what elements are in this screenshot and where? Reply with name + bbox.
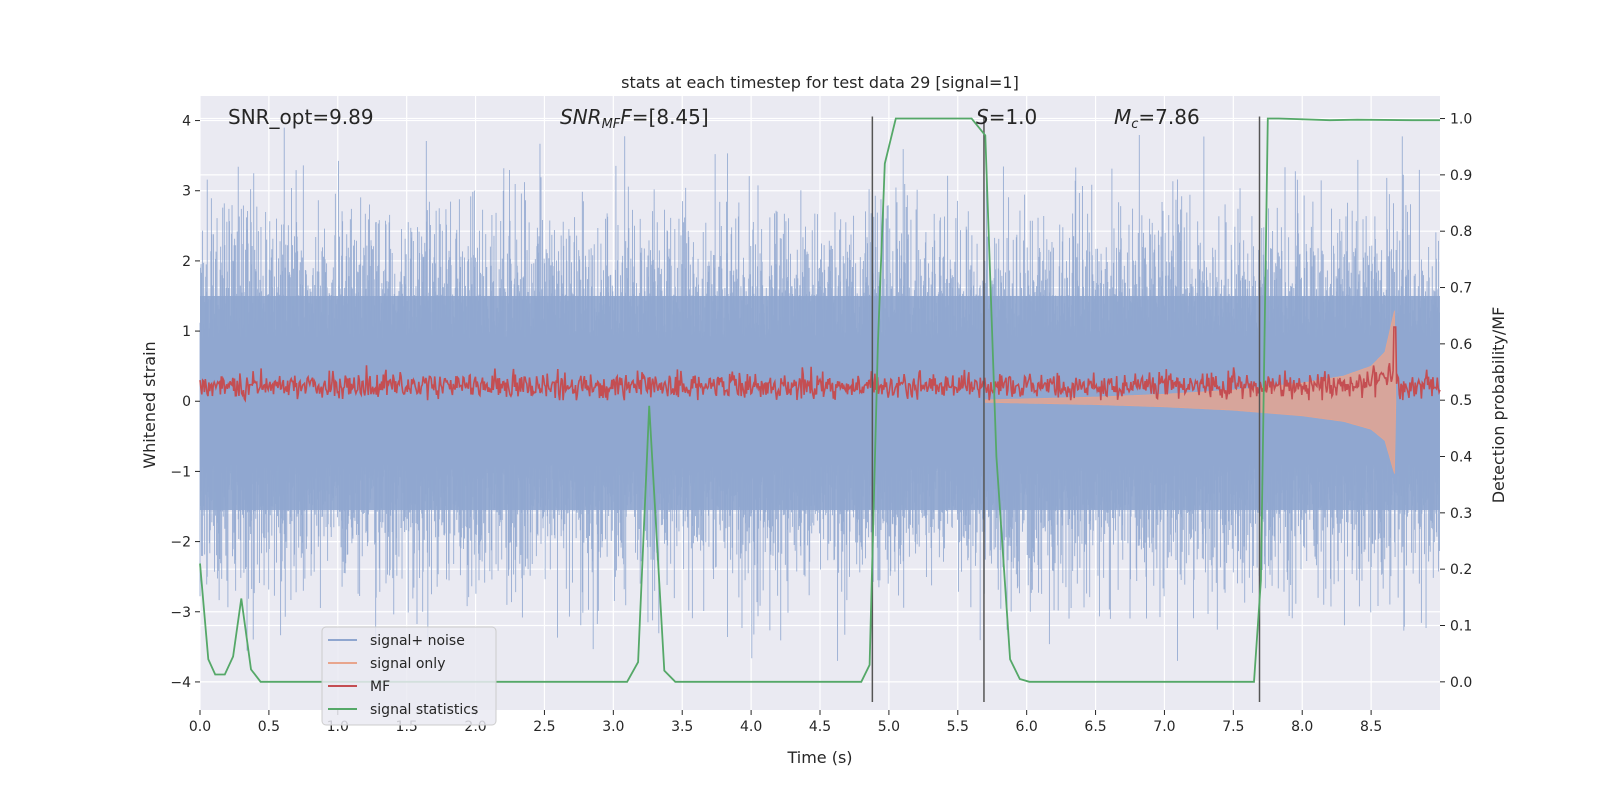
left-y-tick-label: −3 bbox=[170, 605, 191, 621]
legend: signal+ noise signal only MF signal stat… bbox=[321, 626, 497, 726]
annotation-s-value: =1.0 bbox=[989, 105, 1038, 129]
right-y-tick-label: 0.4 bbox=[1450, 450, 1472, 466]
left-y-tick-label: −2 bbox=[170, 535, 191, 551]
x-tick-label: 6.5 bbox=[1084, 719, 1106, 735]
left-y-tick-label: −4 bbox=[170, 675, 191, 691]
right-y-tick-label: 0.0 bbox=[1450, 675, 1472, 691]
annotation-mc-symbol: M bbox=[1114, 105, 1131, 129]
right-y-tick-label: 0.2 bbox=[1450, 562, 1472, 578]
x-tick-label: 0.5 bbox=[258, 719, 280, 735]
annotation-snr-mf-subscript: MF bbox=[602, 117, 621, 132]
left-y-tick-label: 4 bbox=[182, 114, 191, 130]
right-y-tick-label: 1.0 bbox=[1450, 112, 1472, 128]
x-tick-label: 3.5 bbox=[671, 719, 693, 735]
x-tick-label: 8.5 bbox=[1360, 719, 1382, 735]
right-y-tick-label: 0.7 bbox=[1450, 281, 1472, 297]
annotation-s: S=1.0 bbox=[976, 105, 1037, 129]
right-y-tick-label: 0.1 bbox=[1450, 619, 1472, 635]
legend-label-signal-only: signal only bbox=[370, 656, 445, 672]
right-y-tick-label: 0.3 bbox=[1450, 506, 1472, 522]
right-y-tick-label: 0.6 bbox=[1450, 337, 1472, 353]
legend-label-signal-statistics: signal statistics bbox=[370, 702, 478, 718]
left-y-tick-label: 3 bbox=[182, 184, 191, 200]
legend-label-signal-noise: signal+ noise bbox=[370, 633, 465, 649]
x-tick-label: 7.0 bbox=[1153, 719, 1175, 735]
legend-label-mf: MF bbox=[370, 679, 390, 695]
legend-frame bbox=[321, 626, 497, 726]
chart-title: stats at each timestep for test data 29 … bbox=[621, 73, 1019, 92]
annotation-mc-value: =7.86 bbox=[1138, 105, 1199, 129]
annotation-mc: Mc=7.86 bbox=[1114, 105, 1200, 132]
left-y-axis-label: Whitened strain bbox=[140, 341, 159, 468]
annotation-snr-mf-symbol: SNR bbox=[560, 105, 602, 129]
left-y-tick-label: −1 bbox=[170, 464, 191, 480]
right-y-tick-label: 0.8 bbox=[1450, 224, 1472, 240]
x-tick-label: 5.0 bbox=[878, 719, 900, 735]
left-y-tick-label: 0 bbox=[182, 394, 191, 410]
annotation-snr-opt: SNR_opt=9.89 bbox=[228, 105, 374, 129]
x-axis-label: Time (s) bbox=[786, 748, 852, 767]
signal-statistics-series bbox=[199, 117, 1440, 683]
annotation-s-symbol: S bbox=[976, 105, 989, 129]
x-tick-label: 0.0 bbox=[189, 719, 211, 735]
right-y-tick-label: 0.9 bbox=[1450, 168, 1472, 184]
x-tick-label: 8.0 bbox=[1291, 719, 1313, 735]
annotation-mc-subscript: c bbox=[1131, 117, 1138, 132]
x-tick-label: 3.0 bbox=[602, 719, 624, 735]
left-y-axis-ticks: 4 3 2 1 0 −1 −2 −3 −4 bbox=[170, 114, 200, 691]
x-tick-label: 7.5 bbox=[1222, 719, 1244, 735]
annotation-snr-mf-value: =[8.45] bbox=[632, 105, 709, 129]
mf-series bbox=[199, 326, 1441, 403]
right-y-axis-ticks: 1.0 0.9 0.8 0.7 0.6 0.5 0.4 0.3 0.2 0.1 0.0 bbox=[1440, 112, 1472, 691]
right-y-tick-label: 0.5 bbox=[1450, 393, 1472, 409]
x-tick-label: 2.5 bbox=[533, 719, 555, 735]
right-y-axis-label: Detection probability/MF bbox=[1489, 307, 1508, 504]
annotation-snr-mf-symbol-end: F bbox=[620, 105, 632, 129]
x-tick-label: 4.0 bbox=[740, 719, 762, 735]
annotation-snr-mf: SNRMFF=[8.45] bbox=[560, 105, 709, 132]
x-tick-label: 6.0 bbox=[1016, 719, 1038, 735]
x-tick-label: 5.5 bbox=[947, 719, 969, 735]
left-y-tick-label: 2 bbox=[182, 254, 191, 270]
x-tick-label: 4.5 bbox=[809, 719, 831, 735]
left-y-tick-label: 1 bbox=[182, 324, 191, 340]
